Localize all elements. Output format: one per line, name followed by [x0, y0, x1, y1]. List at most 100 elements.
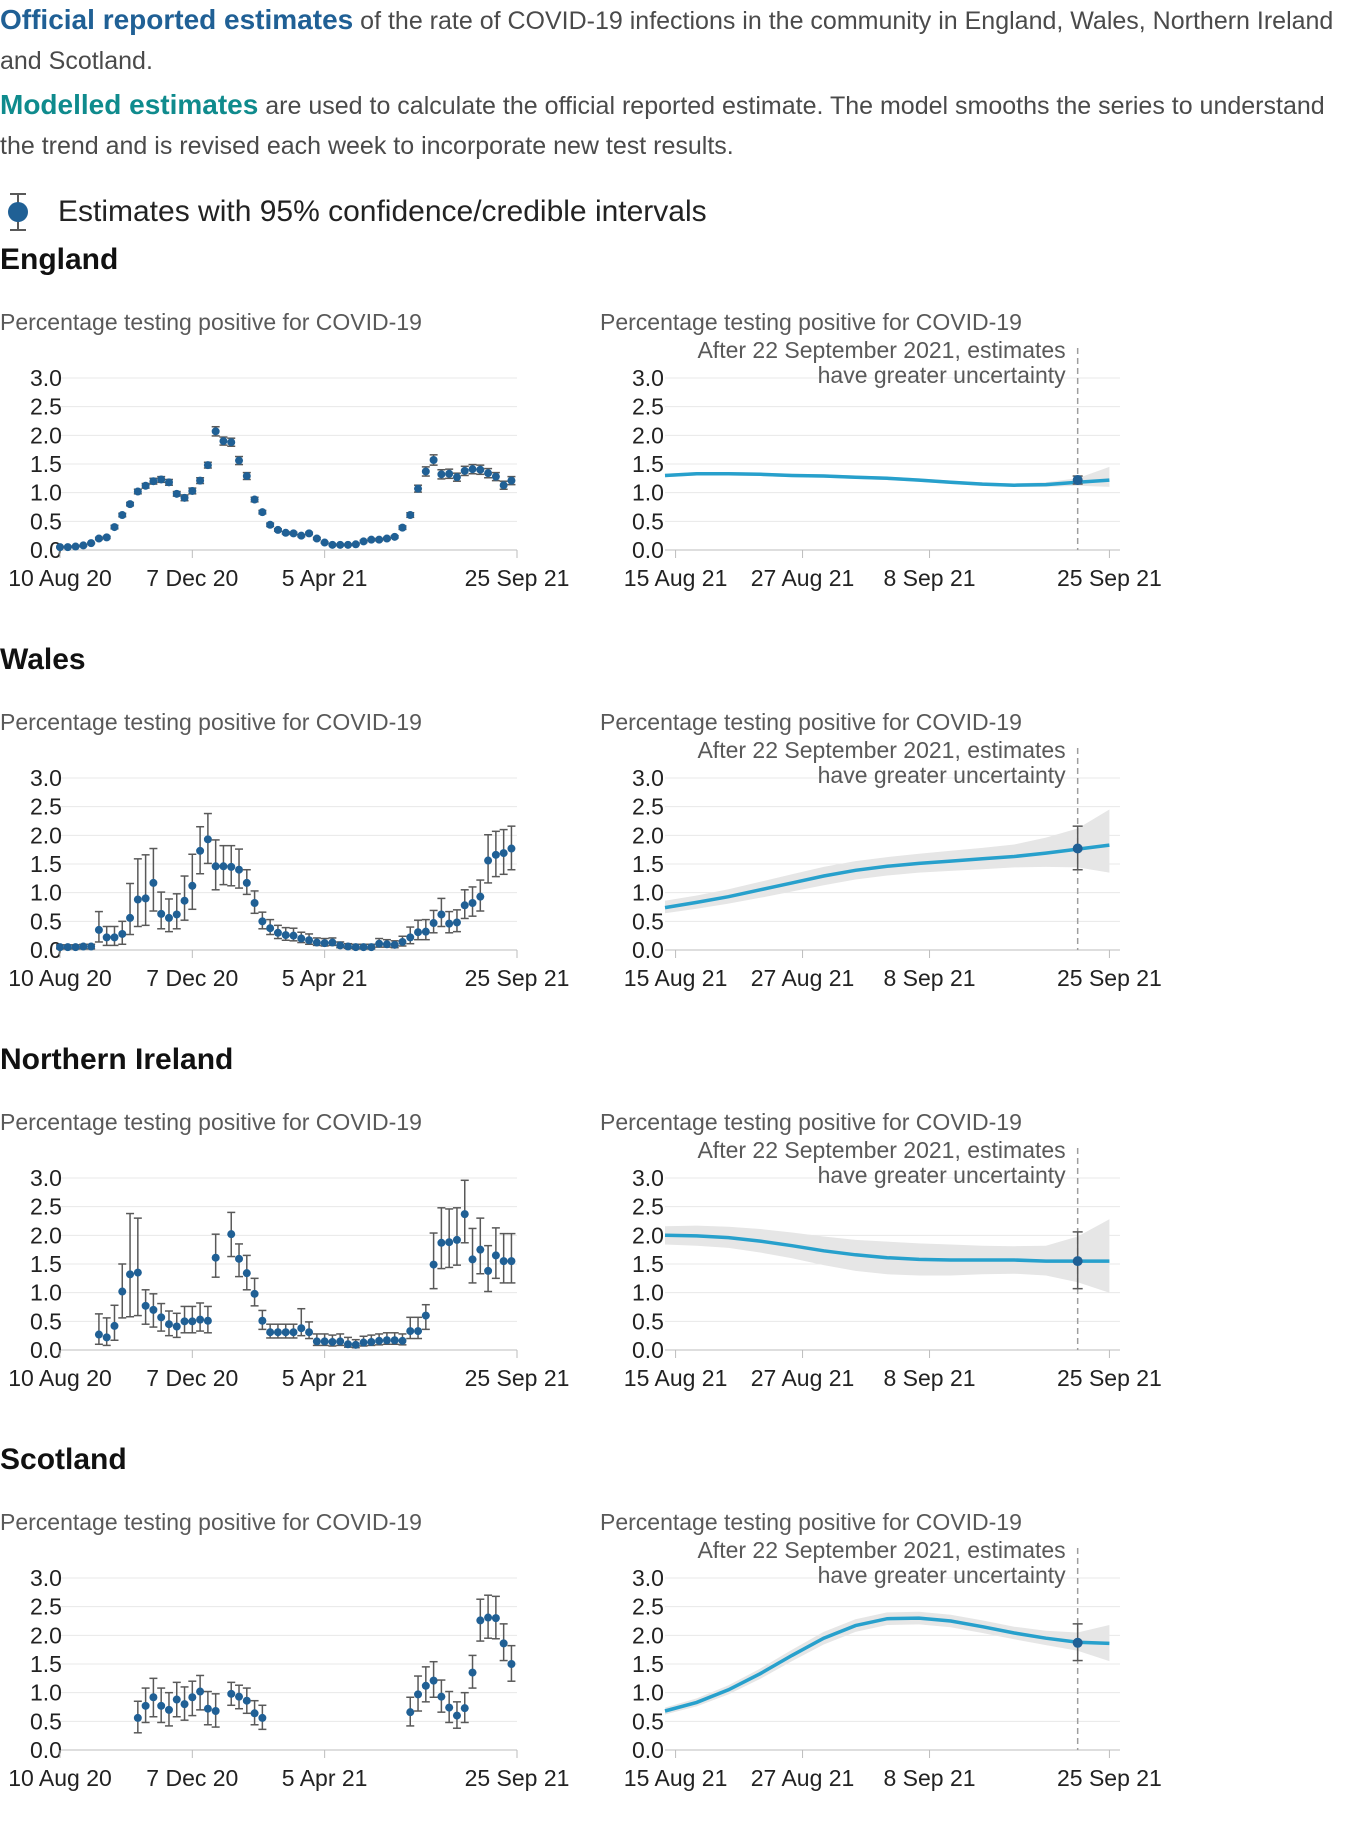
data-point	[390, 1336, 399, 1345]
y-tick-label: 0.5	[30, 908, 62, 934]
data-point-group	[242, 868, 251, 896]
data-point	[491, 1251, 500, 1260]
data-point	[312, 534, 321, 543]
uncertainty-annotation: After 22 September 2021, estimates	[697, 1537, 1065, 1563]
x-tick-label: 27 Aug 21	[751, 965, 855, 991]
data-point-group	[188, 853, 197, 911]
modelled-estimate-line	[664, 471, 1110, 487]
data-point-group	[235, 848, 244, 889]
x-tick-label: 7 Dec 20	[146, 565, 238, 591]
x-tick-label: 10 Aug 20	[8, 1765, 112, 1791]
y-tick-label: 3.0	[632, 1565, 664, 1591]
data-point-group	[266, 918, 275, 936]
data-point-group	[320, 1333, 329, 1347]
data-point-group	[320, 538, 329, 547]
data-point	[491, 1614, 500, 1623]
data-point-group	[452, 909, 461, 933]
data-point-group	[250, 495, 259, 504]
official-estimates-label: Official reported estimates	[0, 4, 354, 35]
data-point	[196, 1687, 205, 1696]
y-tick-label: 1.0	[30, 1680, 62, 1706]
data-point	[375, 939, 384, 948]
data-point	[289, 931, 298, 940]
data-point-group	[94, 1313, 103, 1346]
data-point	[133, 1713, 142, 1722]
data-point	[211, 427, 220, 436]
data-point	[343, 540, 352, 549]
y-tick-label: 2.0	[30, 422, 62, 448]
data-point-group	[126, 882, 135, 936]
data-point-group	[390, 940, 399, 949]
y-tick-label: 2.0	[632, 1222, 664, 1248]
y-tick-label: 0.5	[632, 1308, 664, 1334]
data-point-group	[56, 543, 64, 552]
y-tick-label: 1.0	[632, 480, 664, 506]
chart-subtitle: Percentage testing positive for COVID-19	[600, 1509, 1022, 1535]
uncertainty-annotation: After 22 September 2021, estimates	[697, 737, 1065, 763]
data-point-group	[102, 1317, 111, 1347]
data-point-group	[258, 1704, 267, 1731]
data-point-group	[312, 937, 321, 947]
data-point-group	[219, 436, 228, 446]
data-point-group	[351, 1338, 360, 1349]
data-point-group	[414, 919, 423, 941]
y-tick-label: 2.5	[30, 1194, 62, 1220]
data-point	[297, 934, 306, 943]
data-point-group	[297, 931, 306, 944]
data-point-group	[460, 889, 469, 920]
data-point	[180, 896, 189, 905]
data-point	[71, 542, 80, 551]
region-title: England	[0, 243, 119, 276]
x-tick-label: 25 Sep 21	[1057, 1765, 1162, 1791]
data-point	[133, 1268, 142, 1277]
data-point-group	[110, 1304, 119, 1342]
data-point-group	[328, 540, 337, 549]
data-point	[437, 1692, 446, 1701]
data-point	[468, 898, 477, 907]
data-point-group	[141, 481, 150, 490]
data-point	[289, 1328, 298, 1337]
y-tick-label: 0.5	[30, 1308, 62, 1334]
data-point	[382, 1336, 391, 1345]
data-point	[452, 1711, 461, 1720]
data-point	[382, 534, 391, 543]
data-point-group	[406, 926, 415, 945]
data-point	[367, 535, 376, 544]
x-tick-label: 27 Aug 21	[751, 1765, 855, 1791]
data-point	[476, 892, 485, 901]
data-point-group	[227, 844, 236, 887]
data-point-group	[172, 489, 181, 498]
region-title: Wales	[0, 643, 86, 676]
data-point	[359, 1338, 368, 1347]
data-point	[164, 1705, 173, 1714]
data-point-group	[118, 920, 127, 946]
data-point	[476, 465, 485, 474]
data-point	[351, 540, 360, 549]
data-point-group	[336, 941, 345, 950]
data-point-group	[196, 825, 205, 875]
intro-modelled-paragraph: Modelled estimates are used to calculate…	[0, 85, 1354, 166]
data-point-group	[110, 925, 119, 947]
data-point	[87, 539, 96, 548]
modelled-estimates-text: are used to calculate the official repor…	[0, 92, 1325, 160]
data-point-group	[71, 943, 80, 952]
data-point	[219, 862, 228, 871]
data-point	[297, 531, 306, 540]
data-point-group	[188, 486, 197, 495]
data-point	[266, 1328, 275, 1337]
data-point-group	[359, 943, 368, 952]
data-point-group	[118, 511, 127, 520]
data-point-group	[289, 1323, 298, 1339]
reported-point-group	[1072, 475, 1083, 486]
y-tick-label: 1.5	[30, 451, 62, 477]
data-point	[351, 943, 360, 952]
y-tick-label: 1.5	[632, 1251, 664, 1277]
data-point	[227, 1689, 236, 1698]
data-point	[328, 938, 337, 947]
y-tick-label: 0.5	[632, 508, 664, 534]
data-point-group	[227, 437, 236, 447]
y-tick-label: 1.0	[632, 1680, 664, 1706]
data-point	[118, 1287, 127, 1296]
data-point	[429, 455, 438, 464]
y-tick-label: 1.5	[632, 451, 664, 477]
